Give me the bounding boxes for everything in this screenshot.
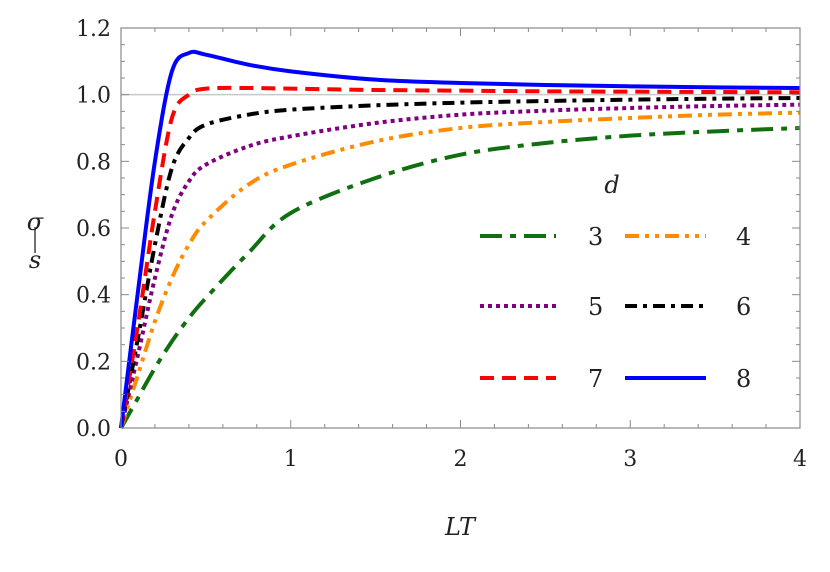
x-tick-label: 1 — [284, 447, 298, 472]
legend-label: 7 — [588, 365, 603, 393]
legend-label: 8 — [736, 365, 751, 393]
series-line-d4 — [119, 110, 801, 429]
x-tick-label: 4 — [793, 447, 807, 472]
legend-label: 6 — [736, 293, 751, 321]
y-axis-label-numerator: σ — [27, 208, 44, 236]
x-axis-label: LT — [444, 513, 477, 541]
legend-title: d — [604, 171, 619, 199]
y-tick-label: 1.0 — [76, 84, 111, 109]
y-tick-label: 0.4 — [76, 284, 111, 309]
legend-label: 4 — [736, 223, 751, 251]
y-axis-label-denominator: s — [29, 246, 41, 274]
y-tick-label: 0.8 — [76, 150, 111, 175]
series-line-d3 — [119, 126, 801, 429]
series-line-d5 — [119, 102, 801, 429]
x-tick-label: 3 — [623, 447, 637, 472]
series-line-d6 — [119, 96, 801, 429]
series-line-d8 — [119, 49, 801, 429]
y-tick-label: 0.6 — [76, 217, 111, 242]
x-tick-label: 2 — [454, 447, 468, 472]
legend-label: 5 — [588, 293, 603, 321]
legend-label: 3 — [588, 223, 603, 251]
y-tick-label: 0.2 — [76, 350, 111, 375]
y-tick-label: 0.0 — [76, 417, 111, 442]
y-tick-label: 1.2 — [76, 17, 111, 42]
x-tick-label: 0 — [114, 447, 128, 472]
